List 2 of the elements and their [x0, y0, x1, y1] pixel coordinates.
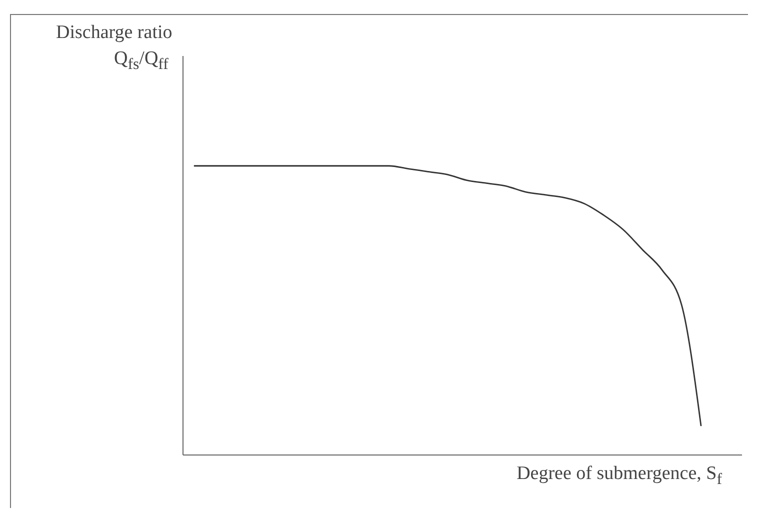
y-axis-title: Discharge ratio Q$_{fs}$/Q$_{ff}$ — [56, 21, 172, 75]
x-axis-title: Degree of submergence, S$_{f}$ — [516, 463, 722, 489]
